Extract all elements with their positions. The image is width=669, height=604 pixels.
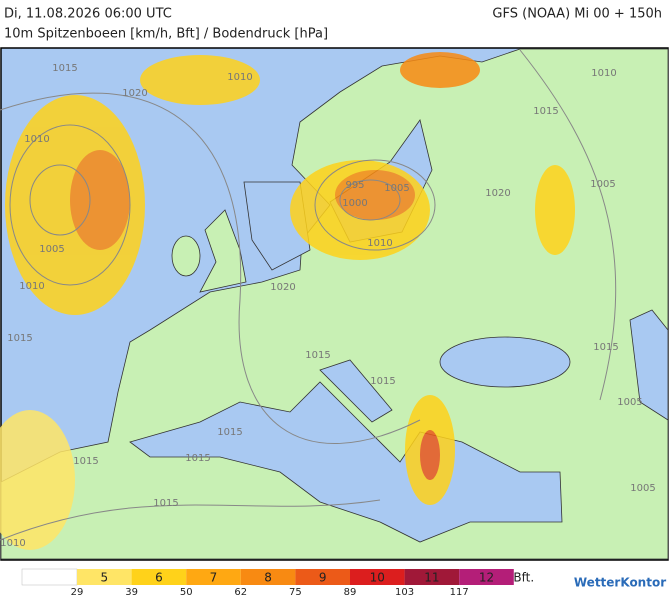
isobar-label: 1020 — [122, 88, 147, 99]
isobar-label: 1010 — [24, 134, 49, 145]
legend-swatch — [350, 569, 405, 585]
isobars — [0, 49, 617, 541]
isobar-label: 1020 — [270, 282, 295, 293]
gust-area — [140, 55, 260, 105]
subtitle: 10m Spitzenboeen [km/h, Bft] / Bodendruc… — [4, 27, 328, 42]
legend-kmh-label: 39 — [125, 587, 138, 598]
legend-bft-label: 11 — [424, 571, 439, 585]
legend-kmh-label: 103 — [395, 587, 414, 598]
isobar-label: 1015 — [217, 427, 242, 438]
legend-bft-label: 6 — [155, 571, 163, 585]
map: 1015 1010 1020 1010 1005 1010 1015 1010 1015 1005… — [0, 47, 669, 561]
legend-swatch — [240, 569, 296, 585]
isobar-label: 1015 — [593, 342, 618, 353]
isobar-label: 1015 — [73, 456, 98, 467]
legend-swatch — [459, 569, 514, 585]
legend-swatch — [186, 569, 241, 585]
model-run: GFS (NOAA) Mi 00 + 150h — [492, 7, 662, 22]
title: Di, 11.08.2026 06:00 UTC — [4, 7, 172, 22]
sea — [319, 359, 393, 423]
legend-bft-label: 9 — [319, 571, 327, 585]
sea — [129, 381, 563, 543]
isobar-label: 1015 — [533, 106, 558, 117]
gust-area — [0, 410, 75, 550]
isobar-label: 1005 — [630, 483, 655, 494]
legend-kmh-label: 75 — [289, 587, 302, 598]
isobar-labels: 1015 1010 1020 1010 1005 1010 1015 1010 1015 1005… — [0, 63, 655, 549]
isobar — [0, 499, 381, 541]
legend-unit: Bft. — [513, 571, 534, 585]
legend-swatch — [295, 569, 350, 585]
legend-swatch — [77, 569, 132, 585]
isobar-label: 1010 — [19, 281, 44, 292]
isobar-label: 995 — [345, 180, 364, 191]
legend-swatch — [404, 569, 460, 585]
legend-swatch — [21, 568, 78, 586]
isobar-label: 1005 — [590, 179, 615, 190]
legend-bft-label: 5 — [100, 571, 108, 585]
isobar-label: 1015 — [7, 333, 32, 344]
land — [199, 209, 247, 293]
logo: WetterKontor — [574, 576, 666, 590]
isobar-label: 1010 — [227, 72, 252, 83]
isobar-label: 1010 — [591, 68, 616, 79]
isobar-label: 1010 — [0, 538, 25, 549]
isobar-label: 1015 — [153, 498, 178, 509]
legend-bft-label: 7 — [210, 571, 218, 585]
isobar — [519, 49, 617, 401]
gust-area — [535, 165, 575, 255]
isobar-label: 1005 — [384, 183, 409, 194]
isobar — [0, 92, 421, 445]
land — [171, 235, 201, 277]
isobar-label: 1020 — [485, 188, 510, 199]
sea — [629, 309, 669, 421]
isobar-label: 1015 — [305, 350, 330, 361]
isobar-label: 1015 — [52, 63, 77, 74]
gust-area — [420, 430, 440, 480]
isobar — [9, 124, 131, 286]
legend-swatch — [131, 569, 187, 585]
legend-kmh-label: 29 — [71, 587, 84, 598]
isobar-label: 1015 — [185, 453, 210, 464]
legend-kmh-label: 117 — [450, 587, 469, 598]
isobar-label: 1015 — [370, 376, 395, 387]
legend-bft-label: 12 — [479, 571, 494, 585]
isobar — [29, 164, 91, 236]
legend-kmh-label: 50 — [180, 587, 193, 598]
legend-kmh-label: 89 — [344, 587, 357, 598]
isobar-label: 1005 — [617, 397, 642, 408]
legend-kmh-label: 62 — [234, 587, 247, 598]
isobar-label: 1005 — [39, 244, 64, 255]
isobar — [339, 179, 401, 221]
gust-area — [70, 150, 130, 250]
legend-bft-label: 8 — [264, 571, 272, 585]
isobar — [314, 159, 436, 251]
sea — [439, 336, 571, 388]
legend-bft-label: 10 — [370, 571, 385, 585]
isobar-label: 1010 — [367, 238, 392, 249]
isobar-label: 1000 — [342, 198, 367, 209]
gust-area — [400, 52, 480, 88]
